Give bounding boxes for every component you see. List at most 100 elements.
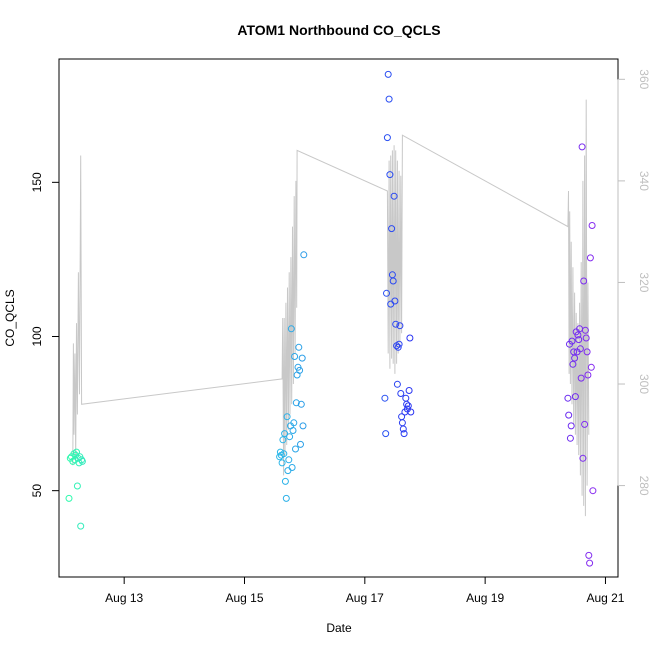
x-axis: Aug 13 Aug 15 Aug 17 Aug 19 Aug 21 [105, 576, 625, 605]
data-point [568, 337, 576, 345]
data-point [381, 394, 389, 402]
data-point [586, 254, 594, 262]
data-point [397, 390, 405, 397]
y-tick-label: 150 [30, 172, 44, 192]
data-point [564, 394, 572, 402]
y2-tick-label: 280 [637, 476, 650, 496]
data-point [291, 353, 299, 360]
scatter-points [65, 70, 597, 567]
data-point [383, 289, 390, 297]
data-point [580, 277, 588, 285]
data-point [287, 325, 295, 333]
y-axis: 50 100 150 [30, 172, 60, 498]
data-point [278, 459, 286, 467]
data-point [567, 422, 575, 430]
data-point [78, 457, 86, 465]
data-point [65, 494, 73, 502]
data-point [577, 374, 585, 382]
x-tick-label: Aug 13 [105, 591, 143, 605]
data-point [284, 467, 292, 475]
data-point [393, 380, 401, 388]
data-point [289, 427, 297, 434]
y2-tick-label: 340 [637, 171, 650, 191]
x-tick-label: Aug 19 [466, 591, 504, 605]
data-point [383, 134, 391, 142]
data-point [290, 419, 298, 427]
data-point [292, 399, 300, 407]
chart-title: ATOM1 Northbound CO_QCLS [237, 22, 440, 38]
data-point [391, 297, 399, 305]
data-point [571, 393, 579, 401]
data-point [394, 343, 402, 351]
data-point [279, 436, 287, 444]
data-point [403, 400, 411, 408]
data-point [281, 477, 289, 485]
data-point [407, 408, 415, 416]
data-point [579, 454, 587, 462]
y2-tick-label: 360 [637, 69, 650, 89]
data-point [589, 487, 597, 495]
data-point [382, 430, 390, 438]
data-point [398, 419, 406, 427]
data-point [575, 336, 583, 344]
data-point [576, 345, 584, 353]
data-point [286, 433, 294, 441]
y-axis-label: CO_QCLS [3, 289, 17, 346]
data-point [405, 387, 413, 394]
data-point [281, 430, 289, 438]
data-point [587, 363, 595, 371]
series-line [72, 99, 590, 517]
data-point [280, 450, 288, 458]
data-point [574, 331, 582, 339]
data-point [388, 225, 396, 233]
plot-frame [58, 58, 619, 578]
data-point [586, 559, 594, 567]
data-point [292, 445, 299, 453]
data-point [402, 394, 410, 402]
data-point [582, 334, 590, 342]
data-point [386, 171, 394, 179]
data-point [581, 326, 589, 334]
data-point [300, 251, 308, 259]
data-point [583, 348, 591, 356]
data-point [384, 70, 392, 78]
y2-axis: 280 300 320 340 360 [617, 69, 650, 496]
data-point [584, 371, 592, 379]
data-point [297, 400, 305, 408]
data-point [585, 551, 593, 559]
data-point [295, 343, 303, 351]
data-point [282, 494, 290, 502]
y-tick-label: 50 [30, 484, 44, 498]
data-point [399, 425, 407, 433]
data-point [288, 464, 296, 471]
y2-tick-label: 300 [637, 374, 650, 394]
data-point [385, 95, 393, 103]
data-point [73, 448, 80, 456]
x-tick-label: Aug 17 [346, 591, 384, 605]
data-point [390, 192, 398, 200]
x-tick-label: Aug 15 [225, 591, 263, 605]
data-point [392, 320, 400, 328]
data-point [73, 482, 81, 490]
data-point [283, 413, 291, 421]
data-point [389, 277, 397, 285]
data-point [396, 322, 404, 330]
data-point [69, 457, 77, 465]
data-point [566, 434, 574, 442]
data-point [296, 366, 304, 374]
secondary-series-line [72, 99, 590, 517]
data-point [77, 522, 85, 530]
x-tick-label: Aug 21 [586, 591, 624, 605]
data-point [569, 360, 577, 368]
data-point [285, 456, 293, 464]
data-point [406, 334, 414, 342]
y2-tick-label: 320 [637, 272, 650, 292]
data-point [404, 402, 412, 410]
data-point [297, 440, 304, 448]
y-tick-label: 100 [30, 326, 44, 346]
data-point [400, 430, 408, 438]
data-point [276, 448, 284, 456]
data-point [581, 420, 589, 428]
data-point [299, 422, 307, 430]
